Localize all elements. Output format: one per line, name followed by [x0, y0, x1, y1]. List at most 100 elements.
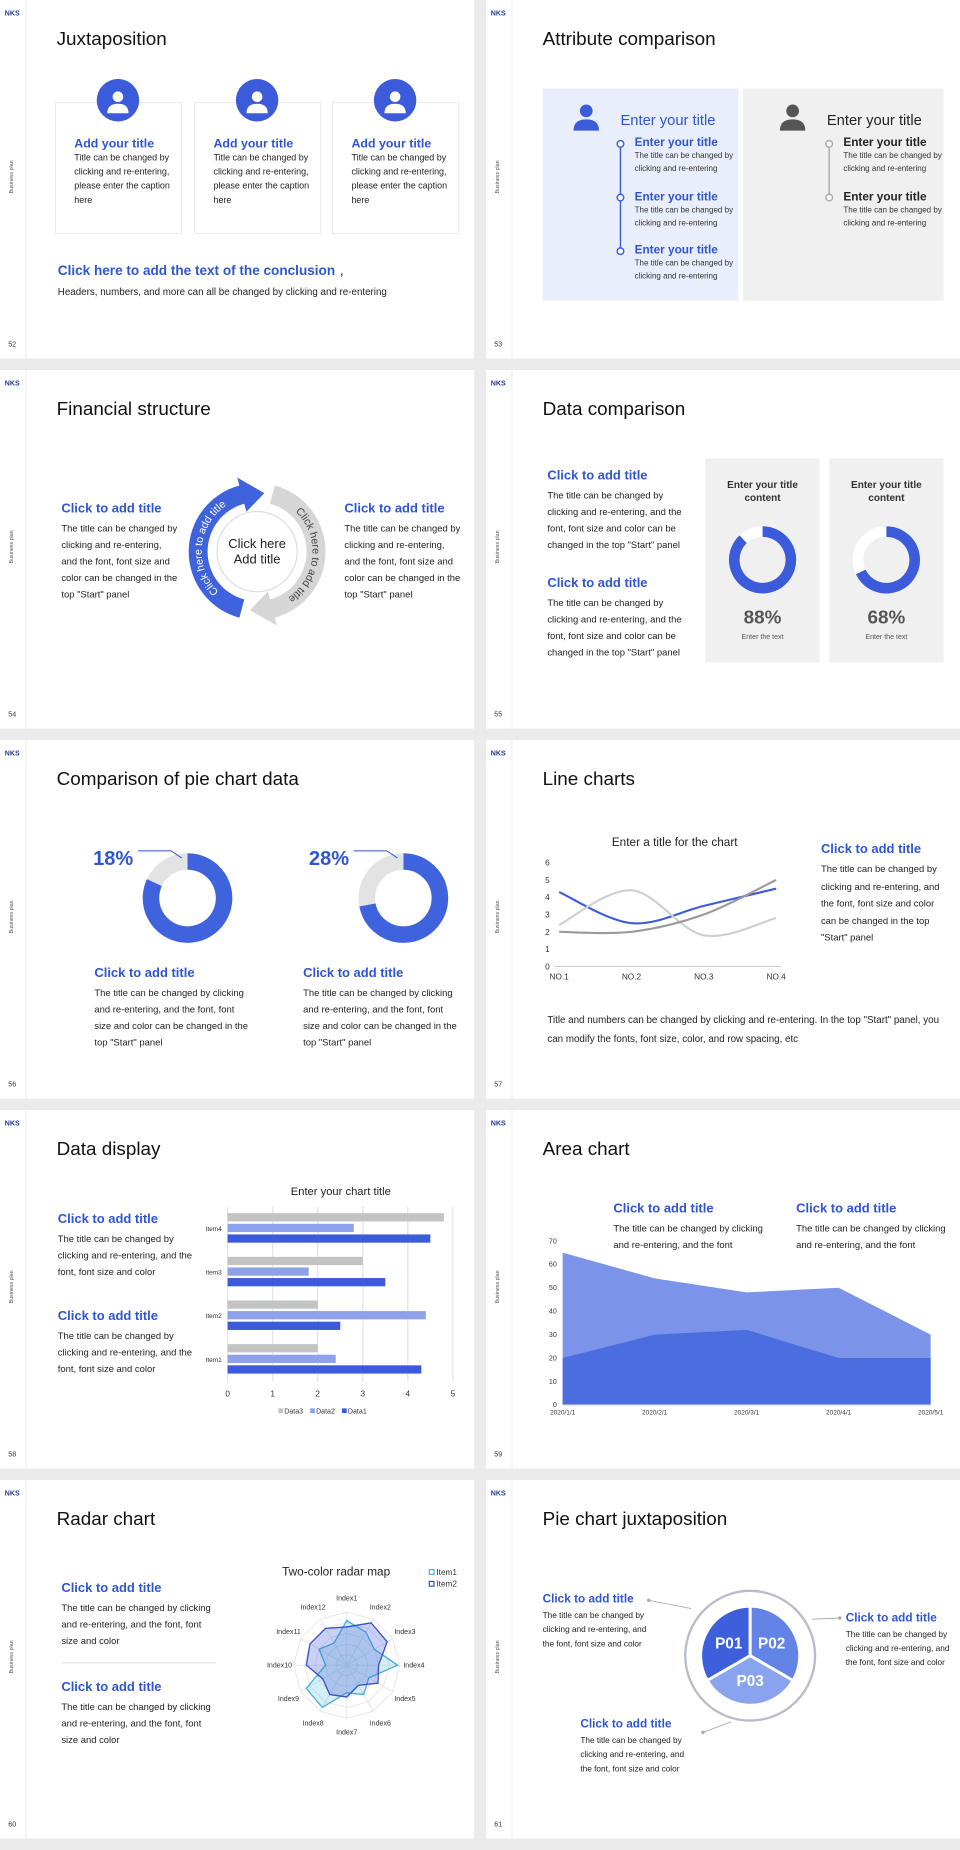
- connector: [811, 1617, 840, 1620]
- leader-line: [353, 850, 398, 859]
- x-tick-label: 2020/4/1: [826, 1409, 852, 1416]
- legend-swatch: [310, 1408, 315, 1414]
- block-text: The title can be changed by clicking and…: [542, 1612, 647, 1649]
- x-tick-label: 2: [315, 1390, 320, 1399]
- block-title: Click to add title: [61, 502, 162, 517]
- slide: Enter your chart title 0 1 2 3 4 5 Item1 Item2 It…: [0, 1110, 475, 1469]
- radar-label: Index11: [276, 1629, 301, 1636]
- block-text: The title can be changed by clicking and…: [845, 1630, 950, 1668]
- radar-spoke: [346, 1618, 374, 1666]
- side-label: Business plan: [8, 160, 15, 194]
- line-series: [559, 878, 777, 935]
- radar-label: Index8: [303, 1721, 324, 1728]
- icon-head: [112, 91, 124, 103]
- block-title: Click to add title: [61, 1581, 162, 1596]
- block-title: Click to add title: [613, 1201, 714, 1217]
- radar-label: Index4: [403, 1663, 424, 1670]
- bar: [227, 1300, 318, 1309]
- block-text: The title can be changed by clicking and…: [61, 523, 178, 600]
- donut-arc: [728, 526, 797, 594]
- y-tick-label: Item3: [206, 1270, 223, 1277]
- y-tick-label: 50: [549, 1285, 557, 1292]
- item-title: Enter your title: [634, 136, 718, 150]
- y-tick-label: 4: [545, 893, 550, 902]
- icon-body: [246, 103, 268, 114]
- data-card: [829, 458, 944, 663]
- segment-label: P01: [715, 1636, 743, 1653]
- card-text: Title can be changed by clicking and re-…: [213, 152, 310, 206]
- line-series: [558, 887, 777, 925]
- y-tick-label: 70: [549, 1238, 557, 1245]
- x-tick-label: NO.4: [766, 972, 786, 981]
- slide-title: Comparison of pie chart data: [56, 769, 299, 790]
- block-text: The title can be changed by clicking and…: [820, 863, 940, 943]
- logo: NKS: [490, 750, 506, 758]
- note: Title and numbers can be changed by clic…: [547, 1013, 940, 1045]
- slide-number: 53: [494, 342, 503, 350]
- x-tick-label: NO.2: [622, 972, 642, 981]
- donut-value: 28%: [309, 848, 349, 870]
- slide-title: Line charts: [542, 769, 635, 790]
- card: [194, 102, 322, 235]
- y-tick-label: Item2: [206, 1313, 223, 1320]
- block-title: Click to add title: [580, 1718, 672, 1732]
- legend-swatch: [278, 1408, 284, 1414]
- bar: [227, 1213, 444, 1222]
- x-tick-label: 2020/1/1: [550, 1409, 576, 1416]
- block-text: The title can be changed by clicking and…: [796, 1223, 946, 1251]
- icon-head: [389, 91, 401, 103]
- y-tick-label: 0: [545, 962, 550, 971]
- y-tick-label: 3: [545, 910, 550, 919]
- y-tick-label: 5: [545, 876, 550, 885]
- chart-title: Enter a title for the chart: [612, 836, 738, 849]
- bar: [227, 1278, 386, 1287]
- connector-dot: [838, 1616, 842, 1620]
- slide: NKS Business plan 52 Juxtaposition Add your …: [0, 0, 475, 359]
- area-series: [562, 1329, 931, 1405]
- block-title: Click to add title: [61, 1680, 162, 1695]
- bar: [227, 1321, 341, 1330]
- side-label: Business plan: [494, 530, 501, 564]
- radar-series: [305, 1622, 388, 1698]
- logo: NKS: [4, 1490, 20, 1498]
- logo: NKS: [490, 1120, 506, 1128]
- block-title: Click to add title: [94, 966, 195, 981]
- logo: NKS: [4, 1120, 20, 1128]
- cycle-arrow: [188, 477, 265, 618]
- panel: [743, 88, 944, 301]
- block-title: Click to add title: [547, 576, 648, 591]
- slide-title: Area chart: [542, 1139, 630, 1160]
- card: [331, 102, 460, 235]
- block-text: The title can be changed by clicking and…: [580, 1737, 685, 1774]
- bar: [227, 1311, 426, 1320]
- legend-swatch: [428, 1580, 435, 1587]
- item-text: The title can be changed by clicking and…: [634, 259, 734, 281]
- chart-title: Two-color radar map: [282, 1566, 390, 1579]
- legend-label: Data2: [316, 1409, 335, 1416]
- side-label: Business plan: [494, 160, 501, 194]
- block-text: The title can be changed by clicking and…: [547, 490, 682, 551]
- item-text: The title can be changed by clicking and…: [634, 205, 734, 228]
- y-tick-label: 0: [553, 1402, 557, 1409]
- item-text: The title can be changed by clicking and…: [634, 152, 734, 174]
- donut-arc: [855, 526, 920, 594]
- icon-body: [779, 119, 806, 131]
- chart-title: Enter your chart title: [291, 1186, 391, 1198]
- side-label: Business plan: [8, 530, 15, 564]
- block-text: The title can be changed by clicking and…: [547, 597, 682, 658]
- timeline-dot: [616, 193, 625, 202]
- panel-heading: Enter your title: [826, 112, 922, 129]
- slide-number: 58: [8, 1452, 17, 1460]
- bar: [227, 1344, 318, 1353]
- bar: [227, 1267, 309, 1276]
- card-title: Add your title: [74, 136, 155, 151]
- x-tick-label: 1: [270, 1390, 275, 1399]
- radar-label: Index9: [278, 1696, 299, 1703]
- block-title: Click to add title: [57, 1309, 158, 1324]
- timeline-dot: [825, 193, 834, 202]
- center-label: Add title: [234, 551, 281, 566]
- card-title: Enter your title content: [851, 478, 922, 504]
- block-title: Click to add title: [796, 1201, 897, 1217]
- icon-body: [384, 103, 406, 114]
